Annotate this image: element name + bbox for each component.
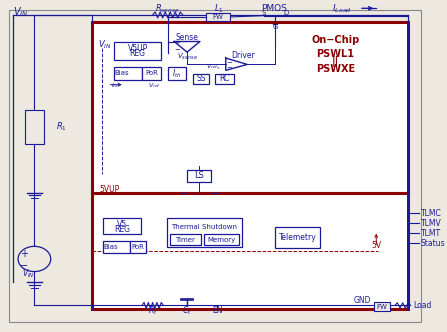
Text: Sense: Sense xyxy=(176,33,198,42)
Text: $V_{IN}$: $V_{IN}$ xyxy=(13,5,29,19)
Text: V5UP: V5UP xyxy=(127,43,148,53)
Bar xyxy=(167,218,242,247)
Text: $-$: $-$ xyxy=(19,259,28,269)
Text: FW: FW xyxy=(213,14,224,20)
Bar xyxy=(168,67,186,80)
Polygon shape xyxy=(226,58,247,70)
Bar xyxy=(170,234,201,245)
Bar xyxy=(275,227,320,248)
Text: D: D xyxy=(284,10,289,16)
Bar xyxy=(374,302,390,311)
Text: $L_1$: $L_1$ xyxy=(214,2,224,15)
Text: PSWL1: PSWL1 xyxy=(316,49,354,59)
Text: Thermal Shutdown: Thermal Shutdown xyxy=(171,224,237,230)
Bar xyxy=(215,74,234,84)
Bar xyxy=(142,67,161,80)
Text: EN: EN xyxy=(212,306,223,315)
Text: Memory: Memory xyxy=(207,237,236,243)
Bar xyxy=(93,193,409,309)
Text: $V_{IN}$: $V_{IN}$ xyxy=(98,39,112,51)
Bar xyxy=(25,110,44,144)
Text: Driver: Driver xyxy=(231,51,255,60)
Bar xyxy=(103,218,141,234)
Bar xyxy=(206,13,231,21)
Text: TLMC: TLMC xyxy=(421,208,441,218)
Bar xyxy=(103,241,130,253)
Polygon shape xyxy=(174,42,200,52)
Text: RC: RC xyxy=(219,74,230,83)
Bar xyxy=(130,241,146,253)
Text: S: S xyxy=(262,10,266,16)
Bar xyxy=(187,170,211,182)
Text: Telemetry: Telemetry xyxy=(278,233,316,242)
Text: $R_{sense}$: $R_{sense}$ xyxy=(156,2,180,15)
Text: $R_1$: $R_1$ xyxy=(56,121,67,133)
Text: PMOS: PMOS xyxy=(261,4,287,13)
Text: $V_{ref_{ls}}$: $V_{ref_{ls}}$ xyxy=(206,62,220,72)
Text: PoR: PoR xyxy=(145,70,158,76)
Text: $V_{IN}$: $V_{IN}$ xyxy=(21,268,34,280)
Text: $-$: $-$ xyxy=(226,63,233,69)
Text: Load: Load xyxy=(413,301,431,310)
Text: $I_{Load}$: $I_{Load}$ xyxy=(332,2,352,15)
Text: +: + xyxy=(20,249,28,259)
Text: ||: || xyxy=(332,56,339,67)
Text: REG: REG xyxy=(114,225,130,234)
Bar xyxy=(114,42,161,60)
Text: 5V: 5V xyxy=(371,241,381,250)
Text: PoR: PoR xyxy=(131,244,144,250)
Text: $C_t$: $C_t$ xyxy=(182,304,192,317)
Text: V5: V5 xyxy=(117,220,127,229)
Bar xyxy=(193,74,209,84)
Text: On−Chip: On−Chip xyxy=(311,35,359,45)
Text: LS: LS xyxy=(194,171,203,181)
Text: TLMV: TLMV xyxy=(421,218,441,228)
Bar xyxy=(114,67,142,80)
Bar xyxy=(204,234,239,245)
Text: G: G xyxy=(273,24,278,30)
Text: REG: REG xyxy=(130,48,146,58)
Text: +: + xyxy=(174,41,180,46)
Text: $V_{sense}$: $V_{sense}$ xyxy=(177,52,198,62)
Text: $\mathsf{-}$: $\mathsf{-}$ xyxy=(173,45,181,51)
Text: Timer: Timer xyxy=(175,237,195,243)
Text: GND: GND xyxy=(353,296,371,305)
Text: $V_{ref}$: $V_{ref}$ xyxy=(148,81,161,90)
Text: $R_t$: $R_t$ xyxy=(148,304,157,317)
Text: Bias: Bias xyxy=(114,70,129,76)
Text: SS: SS xyxy=(196,74,206,83)
Text: FW: FW xyxy=(377,304,388,310)
Text: $I_{ref}$: $I_{ref}$ xyxy=(111,81,121,90)
Text: PSWXE: PSWXE xyxy=(316,64,355,74)
Text: 5VUP: 5VUP xyxy=(100,185,120,194)
Text: Bias: Bias xyxy=(103,244,118,250)
Text: $-$: $-$ xyxy=(226,58,233,64)
Text: Status: Status xyxy=(421,238,445,248)
Bar xyxy=(93,22,409,193)
Text: TLMT: TLMT xyxy=(421,228,441,238)
Text: $I_{th}$: $I_{th}$ xyxy=(172,67,181,80)
